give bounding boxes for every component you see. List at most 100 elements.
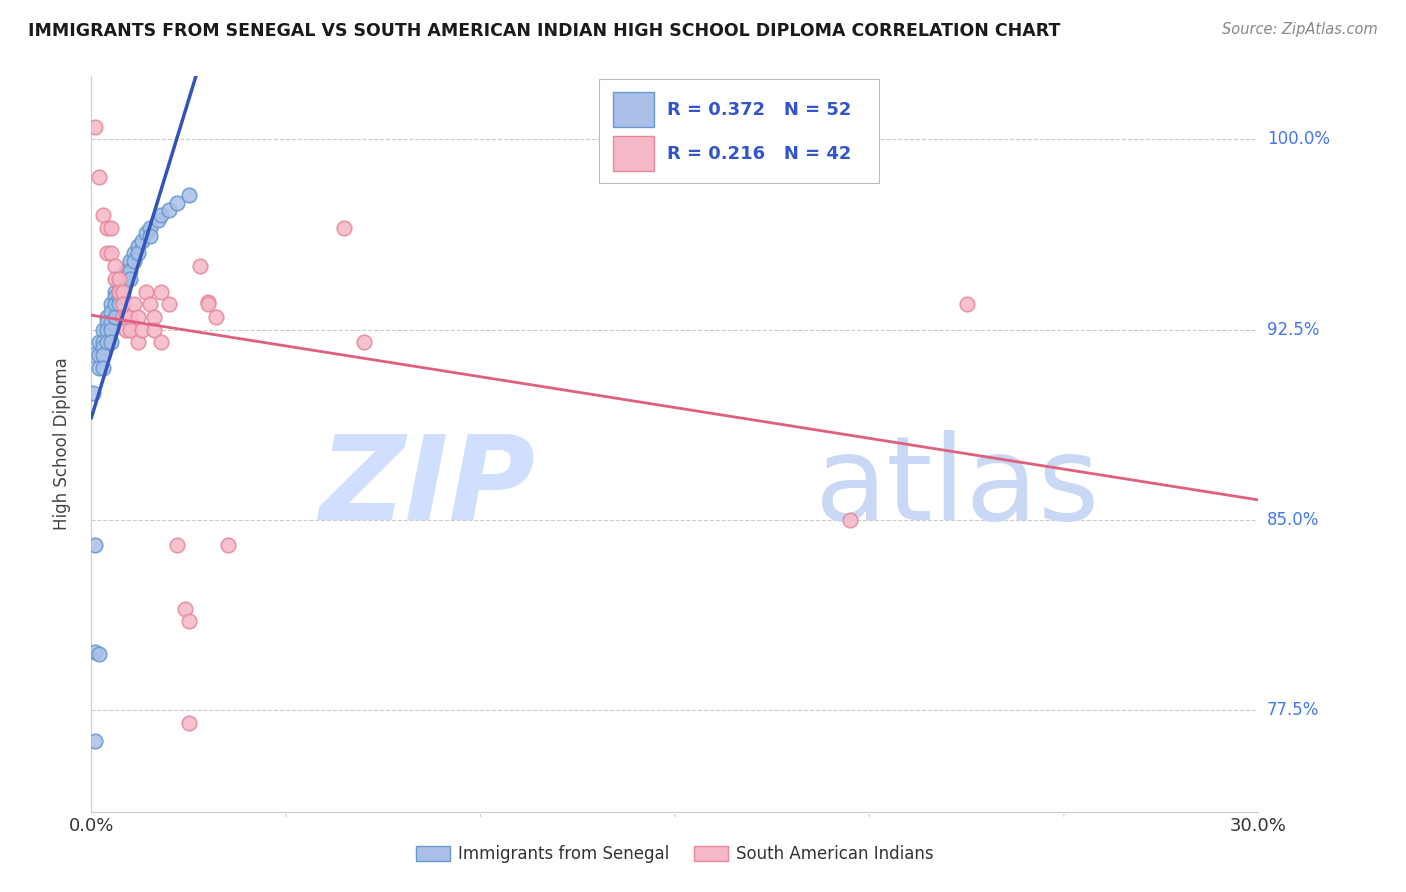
Point xyxy=(82,386,104,401)
Bar xyxy=(613,136,654,171)
Point xyxy=(91,348,114,362)
Text: R = 0.216   N = 42: R = 0.216 N = 42 xyxy=(666,145,851,163)
Point xyxy=(120,272,142,286)
Text: IMMIGRANTS FROM SENEGAL VS SOUTH AMERICAN INDIAN HIGH SCHOOL DIPLOMA CORRELATION: IMMIGRANTS FROM SENEGAL VS SOUTH AMERICA… xyxy=(28,22,1060,40)
Point xyxy=(104,310,127,324)
Point xyxy=(138,221,162,235)
Point xyxy=(91,335,114,350)
Text: 85.0%: 85.0% xyxy=(1267,511,1319,529)
Point xyxy=(138,297,162,311)
Point xyxy=(120,322,142,336)
Point xyxy=(91,340,114,354)
Point xyxy=(197,297,219,311)
Point xyxy=(107,297,129,311)
Point xyxy=(120,264,142,278)
Point xyxy=(111,289,134,303)
Point xyxy=(104,272,127,286)
Point xyxy=(122,254,145,268)
Point xyxy=(104,289,127,303)
Point xyxy=(96,221,118,235)
Point xyxy=(127,239,149,253)
Point xyxy=(135,226,157,240)
Text: 77.5%: 77.5% xyxy=(1267,701,1319,719)
Point xyxy=(100,221,122,235)
Point xyxy=(89,335,111,350)
Point xyxy=(166,538,188,552)
Point xyxy=(120,310,142,324)
Text: R = 0.372   N = 52: R = 0.372 N = 52 xyxy=(666,101,851,119)
Point xyxy=(89,170,111,185)
Point xyxy=(91,208,114,222)
Text: Source: ZipAtlas.com: Source: ZipAtlas.com xyxy=(1222,22,1378,37)
Point xyxy=(84,733,107,747)
Point xyxy=(177,188,200,202)
Point xyxy=(84,120,107,134)
Point xyxy=(838,513,860,527)
Point xyxy=(91,322,114,336)
Point xyxy=(122,246,145,260)
Point xyxy=(89,360,111,375)
Point xyxy=(127,246,149,260)
Point xyxy=(217,538,239,552)
Point xyxy=(107,285,129,299)
Bar xyxy=(613,92,654,128)
Point xyxy=(96,335,118,350)
Point xyxy=(82,348,104,362)
Point xyxy=(111,285,134,299)
Text: 92.5%: 92.5% xyxy=(1267,320,1319,339)
Point xyxy=(177,715,200,730)
Point xyxy=(956,297,979,311)
Point xyxy=(100,315,122,329)
Point xyxy=(142,310,165,324)
Point xyxy=(150,335,173,350)
Legend: Immigrants from Senegal, South American Indians: Immigrants from Senegal, South American … xyxy=(409,838,941,870)
Point xyxy=(131,234,153,248)
Point xyxy=(84,645,107,659)
Point xyxy=(173,601,195,615)
Point xyxy=(333,221,356,235)
Point xyxy=(96,322,118,336)
Point xyxy=(89,348,111,362)
Point xyxy=(127,335,149,350)
Point xyxy=(84,538,107,552)
Point xyxy=(142,322,165,336)
Point xyxy=(96,310,118,324)
Text: 100.0%: 100.0% xyxy=(1267,130,1330,148)
Point xyxy=(131,322,153,336)
Point xyxy=(104,297,127,311)
Point xyxy=(100,335,122,350)
Point xyxy=(89,648,111,662)
Point xyxy=(96,246,118,260)
Point xyxy=(205,310,228,324)
Point xyxy=(107,277,129,291)
Point xyxy=(127,310,149,324)
Point xyxy=(177,615,200,629)
Point xyxy=(135,285,157,299)
Point xyxy=(100,246,122,260)
Point xyxy=(96,315,118,329)
Point xyxy=(197,294,219,309)
Point xyxy=(146,213,169,227)
Point xyxy=(100,322,122,336)
Point xyxy=(115,310,138,324)
Point xyxy=(111,297,134,311)
Point xyxy=(111,310,134,324)
Point xyxy=(100,305,122,319)
Point xyxy=(107,285,129,299)
Point xyxy=(150,208,173,222)
Point xyxy=(138,228,162,243)
Y-axis label: High School Diploma: High School Diploma xyxy=(52,358,70,530)
Point xyxy=(157,297,180,311)
Point xyxy=(91,360,114,375)
Point xyxy=(157,203,180,218)
Point xyxy=(115,264,138,278)
Point xyxy=(122,297,145,311)
Point xyxy=(100,297,122,311)
Point xyxy=(115,272,138,286)
Point xyxy=(107,289,129,303)
Point xyxy=(120,254,142,268)
Point xyxy=(104,285,127,299)
Point xyxy=(115,322,138,336)
Point xyxy=(107,272,129,286)
Bar xyxy=(599,79,879,183)
